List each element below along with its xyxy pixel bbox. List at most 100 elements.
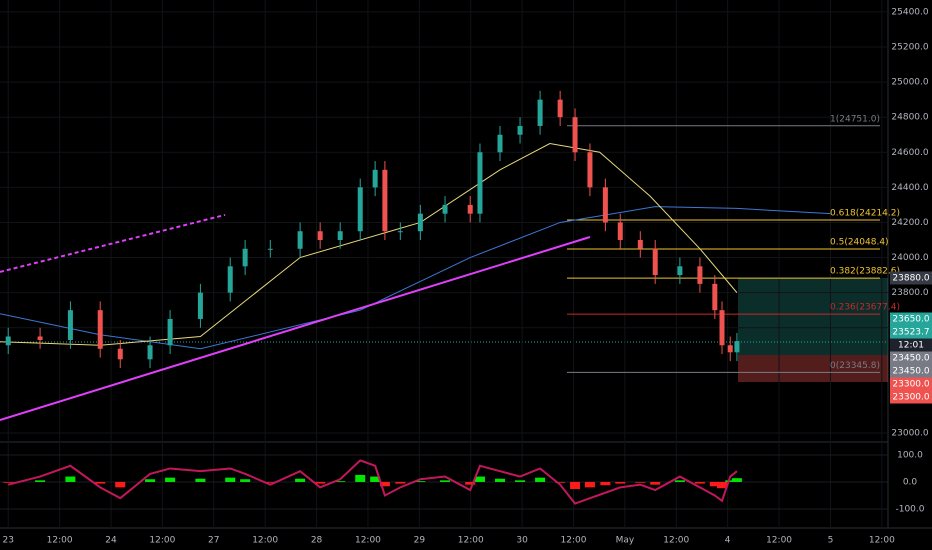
fib-label: 1(24751.0) (830, 114, 880, 124)
osc-bar (465, 481, 476, 485)
osc-bar (731, 478, 742, 482)
indicator-line (0, 206, 831, 350)
y-tick-label: 24400.0 (891, 183, 928, 193)
candle-body (587, 152, 593, 188)
osc-bar (709, 481, 720, 487)
x-tick-label: 5 (828, 536, 834, 546)
price-badge-label: 23650.0 (892, 315, 929, 325)
fib-label: 0(23345.8) (830, 361, 880, 371)
candle-body (517, 125, 523, 135)
x-tick-label: 12:00 (47, 536, 73, 546)
candle-body (637, 240, 643, 249)
price-badge-label: 23880.0 (892, 274, 929, 284)
fib-label: 0.382(23882.6) (830, 267, 900, 277)
candle-body (697, 266, 703, 284)
position-target-zone (738, 278, 888, 355)
price-badge-label: 23300.0 (892, 380, 929, 390)
candle-body (297, 231, 303, 249)
osc-bar (535, 477, 546, 482)
x-tick-label: 12:00 (663, 536, 689, 546)
candle-body (227, 266, 233, 293)
candle-body (727, 345, 733, 353)
osc-bar (315, 481, 326, 484)
candle-body (734, 341, 740, 353)
candle-body (242, 248, 248, 267)
price-badge-label: 23523.7 (892, 328, 929, 338)
candle-body (617, 222, 623, 240)
candle-body (712, 283, 718, 311)
osc-bar (717, 481, 728, 489)
price-badge-label: 23450.0 (892, 354, 929, 364)
osc-bar (600, 481, 611, 486)
candle-body (537, 99, 543, 126)
candle-body (37, 336, 43, 340)
candle-body (442, 204, 448, 214)
candle-body (652, 248, 658, 276)
osc-bar (145, 479, 156, 482)
y-tick-label: 24200.0 (891, 218, 928, 228)
x-tick-label: 12:00 (458, 536, 484, 546)
fib-label: 0.618(24214.2) (830, 208, 900, 218)
osc-bar (725, 480, 736, 482)
osc-bar (265, 481, 276, 483)
osc-bar (355, 474, 366, 482)
indicator-line (0, 236, 591, 421)
candle-body (337, 231, 343, 240)
x-tick-label: 29 (414, 536, 426, 546)
y-tick-label: 25000.0 (891, 78, 928, 88)
x-tick-label: 12:00 (355, 536, 381, 546)
x-tick-label: 12:00 (561, 536, 587, 546)
y-tick-label: 23800.0 (891, 288, 928, 298)
candle-body (397, 231, 403, 233)
osc-bar (35, 480, 46, 482)
candle-body (267, 248, 273, 250)
candle-body (417, 213, 423, 232)
y-tick-label: 24600.0 (891, 148, 928, 158)
osc-bar (115, 481, 126, 488)
osc-bar (165, 477, 176, 482)
indicator-line (0, 213, 226, 273)
osc-bar (65, 476, 76, 482)
candle-body (357, 187, 363, 232)
candle-body (317, 231, 323, 240)
candle-body (497, 134, 503, 153)
x-tick-label: 12:00 (149, 536, 175, 546)
osc-bar (570, 481, 581, 489)
candle-body (5, 336, 11, 346)
y-tick-label: 25400.0 (891, 7, 928, 17)
osc-bar (370, 476, 381, 482)
x-tick-label: 23 (2, 536, 13, 546)
osc-bar (555, 481, 566, 483)
candle-body (147, 345, 153, 360)
candle-body (67, 310, 73, 340)
candle-body (382, 169, 388, 232)
osc-bar (335, 481, 346, 482)
osc-tick-label: 0.0 (903, 477, 918, 487)
x-tick-label: 30 (516, 536, 528, 546)
osc-bar (379, 481, 390, 487)
candle-body (572, 117, 578, 153)
candle-body (372, 169, 378, 188)
price-badge (890, 377, 932, 391)
osc-bar (440, 480, 451, 482)
price-badge-label: 23300.0 (892, 393, 929, 403)
fib-label: 0.236(23677.4) (830, 303, 900, 313)
candle-body (477, 152, 483, 214)
price-badge (890, 364, 932, 378)
indicator-line (0, 142, 738, 346)
price-badge (890, 271, 932, 285)
price-badge-label: 23450.0 (892, 367, 929, 377)
price-badge (890, 325, 932, 339)
osc-bar (674, 480, 685, 482)
osc-bar (395, 481, 406, 484)
candle-body (557, 99, 563, 118)
osc-bar (694, 481, 705, 484)
x-tick-label: 12:00 (766, 536, 792, 546)
osc-bar (415, 481, 426, 482)
x-tick-label: 4 (725, 536, 731, 546)
osc-bar (195, 478, 206, 482)
candle-body (719, 310, 725, 346)
osc-bar (584, 481, 595, 488)
candle-body (602, 187, 608, 223)
